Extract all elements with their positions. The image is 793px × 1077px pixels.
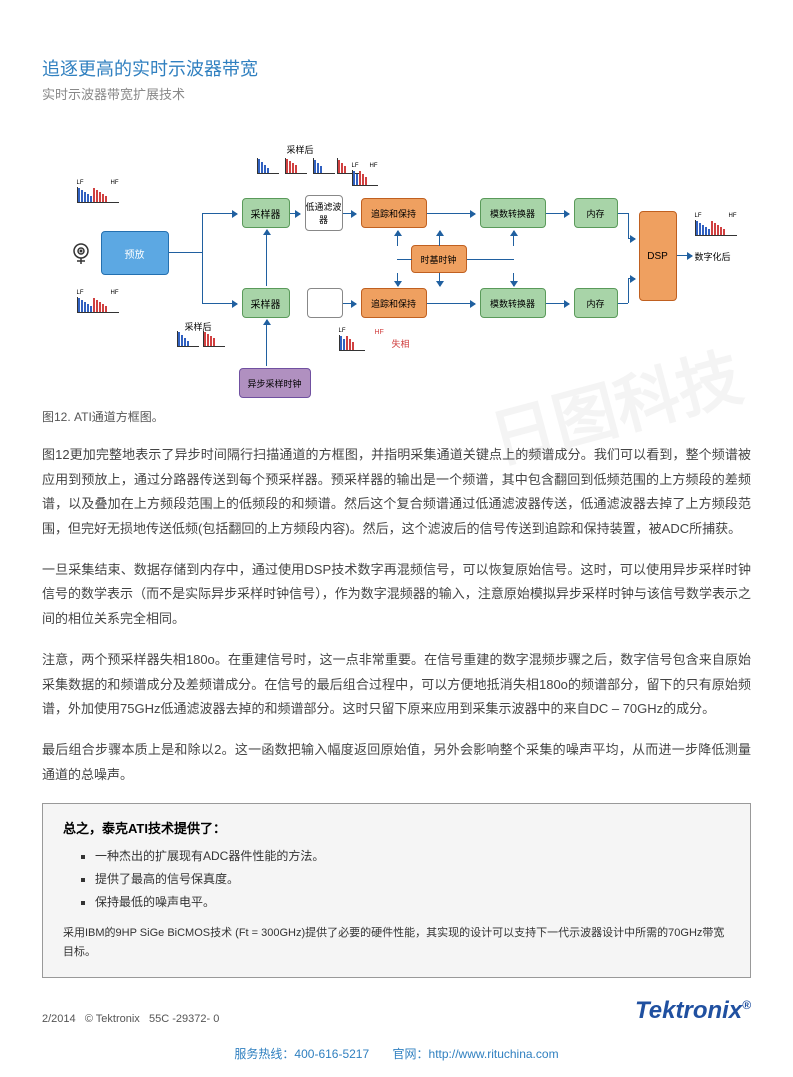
mem-bot-block: 内存 <box>574 288 618 318</box>
spectrum-lpf-icon: LFHF <box>352 163 378 186</box>
label-output: 数字化后 <box>695 250 731 263</box>
summary-list: 一种杰出的扩展现有ADC器件性能的方法。 提供了最高的信号保真度。 保持最低的噪… <box>63 845 730 913</box>
tbclk-block: 时基时钟 <box>411 245 467 273</box>
track-bot-block: 追踪和保持 <box>361 288 427 318</box>
tektronix-logo: Tektronix® <box>635 997 751 1025</box>
spectrum-top1-icon <box>257 158 279 174</box>
adc-bot-block: 模数转换器 <box>480 288 546 318</box>
summary-item: 一种杰出的扩展现有ADC器件性能的方法。 <box>95 845 730 868</box>
page-title: 追逐更高的实时示波器带宽 <box>42 55 751 81</box>
summary-box: 总之，泰克ATI技术提供了： 一种杰出的扩展现有ADC器件性能的方法。 提供了最… <box>42 803 751 978</box>
spectrum-top2-icon <box>285 158 307 174</box>
label-post-sample-top: 采样后 <box>287 143 314 156</box>
connector-icon <box>67 237 95 265</box>
mem-top-block: 内存 <box>574 198 618 228</box>
paragraph-1: 图12更加完整地表示了异步时间隔行扫描通道的方框图，并指明采集通道关键点上的频谱… <box>42 443 751 542</box>
empty-block <box>307 288 343 318</box>
sampler-bot-block: 采样器 <box>242 288 290 318</box>
spectrum-bot2-icon <box>203 331 225 347</box>
label-hf-miss: HF <box>375 329 384 336</box>
spectrum-top3-icon <box>313 158 335 174</box>
page-subtitle: 实时示波器带宽扩展技术 <box>42 84 751 103</box>
summary-item: 提供了最高的信号保真度。 <box>95 868 730 891</box>
summary-item: 保持最低的噪声电平。 <box>95 891 730 914</box>
figure-caption: 图12. ATI通道方框图。 <box>42 408 751 425</box>
dsp-block: DSP <box>639 211 677 301</box>
sampler-top-block: 采样器 <box>242 198 290 228</box>
spectrum-input-top-icon: LFHF <box>77 180 119 203</box>
spectrum-input-bot-icon: LFHF <box>77 290 119 313</box>
page-footer: 2/2014 © Tektronix 55C -29372- 0 Tektron… <box>42 997 751 1025</box>
lpf-block: 低通滤波器 <box>305 195 343 231</box>
adc-top-block: 模数转换器 <box>480 198 546 228</box>
label-miss: 失相 <box>392 337 410 350</box>
track-top-block: 追踪和保持 <box>361 198 427 228</box>
spectrum-output-icon: LFHF <box>695 213 737 236</box>
summary-title: 总之，泰克ATI技术提供了： <box>63 818 730 837</box>
paragraph-4: 最后组合步骤本质上是和除以2。这一函数把输入幅度返回原始值，另外会影响整个采集的… <box>42 738 751 787</box>
paragraph-3: 注意，两个预采样器失相180o。在重建信号时，这一点非常重要。在信号重建的数字混… <box>42 648 751 722</box>
spectrum-miss1-icon: LF <box>339 328 365 351</box>
footer-meta: 2/2014 © Tektronix 55C -29372- 0 <box>42 1013 219 1025</box>
paragraph-2: 一旦采集结束、数据存储到内存中，通过使用DSP技术数字再混频信号，可以恢复原始信… <box>42 558 751 632</box>
preamp-block: 预放 <box>101 231 169 275</box>
summary-note: 采用IBM的9HP SiGe BiCMOS技术 (Ft = 300GHz)提供了… <box>63 924 730 964</box>
site-link[interactable]: http://www.rituchina.com <box>429 1047 559 1061</box>
block-diagram: LFHF LFHF 预放 采样器 采样器 采样后 低通滤波器 LFHF 追踪和保… <box>47 128 747 393</box>
asclk-block: 异步采样时钟 <box>239 368 311 398</box>
bottom-bar: 服务热线：400-616-5217 官网：http://www.rituchin… <box>0 1045 793 1062</box>
spectrum-bot1-icon <box>177 331 199 347</box>
